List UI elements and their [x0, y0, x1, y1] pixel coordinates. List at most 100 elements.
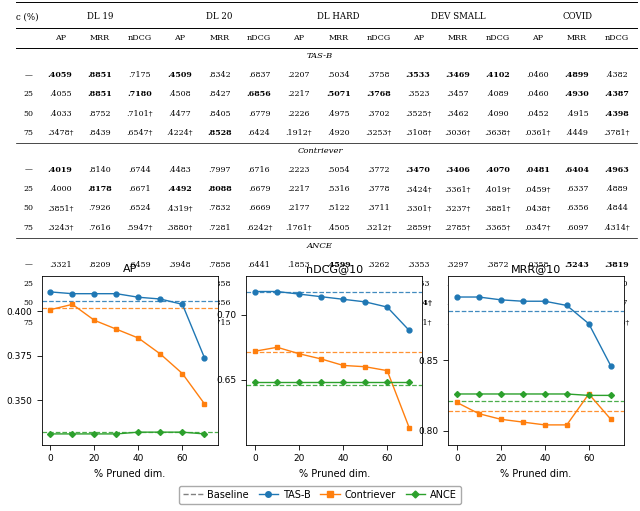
Text: .5054: .5054 [327, 166, 350, 174]
Text: .4033: .4033 [49, 109, 72, 118]
Text: .5947†: .5947† [127, 224, 153, 232]
TAS-B [519, 298, 527, 305]
ANCE [475, 391, 483, 397]
TAS-B [405, 328, 413, 334]
TAS-B [563, 303, 571, 309]
Text: .3772: .3772 [367, 166, 390, 174]
Text: .6441: .6441 [248, 261, 271, 268]
Text: nDCG: nDCG [605, 34, 629, 42]
TAS-B [453, 294, 461, 300]
Text: .6779: .6779 [248, 109, 270, 118]
Title: MRR@10: MRR@10 [511, 264, 561, 274]
Contriever [339, 362, 347, 368]
Text: .2217: .2217 [287, 185, 310, 193]
Text: .7997: .7997 [208, 166, 230, 174]
Text: .3297: .3297 [447, 261, 469, 268]
Contriever [453, 400, 461, 406]
ANCE [497, 391, 505, 397]
Text: .8528: .8528 [207, 129, 232, 137]
Text: .4224†: .4224† [166, 129, 193, 137]
Text: .1912†: .1912† [285, 129, 312, 137]
Text: .6097: .6097 [566, 224, 588, 232]
Text: .7616: .7616 [89, 224, 111, 232]
Contriever [519, 419, 527, 425]
Text: 50: 50 [23, 299, 33, 307]
Text: .3335: .3335 [48, 299, 72, 307]
X-axis label: % Pruned dim.: % Pruned dim. [500, 469, 572, 479]
Text: .0460: .0460 [526, 71, 548, 79]
Text: .4398: .4398 [605, 109, 629, 118]
Contriever [252, 348, 259, 354]
Text: .3406: .3406 [445, 166, 470, 174]
Text: .3523: .3523 [407, 90, 429, 98]
Text: .8439: .8439 [89, 129, 111, 137]
ANCE [607, 392, 614, 399]
Text: .0459†: .0459† [524, 185, 550, 193]
Text: .3922: .3922 [168, 319, 191, 327]
Text: .4509: .4509 [167, 71, 192, 79]
Text: .4387: .4387 [604, 90, 629, 98]
Text: .4319†: .4319† [166, 204, 193, 213]
Text: .3260: .3260 [367, 299, 390, 307]
Text: .6524: .6524 [129, 204, 151, 213]
Contriever [273, 344, 281, 351]
Text: .3262: .3262 [367, 261, 390, 268]
TAS-B [47, 289, 54, 295]
ANCE [91, 431, 99, 437]
Text: MRR: MRR [209, 34, 229, 42]
Text: .5133: .5133 [564, 280, 589, 288]
Text: nDCG: nDCG [247, 34, 271, 42]
Text: .4599: .4599 [326, 261, 351, 268]
TAS-B [200, 355, 208, 361]
Text: .6442: .6442 [248, 299, 271, 307]
Text: .3673†: .3673† [604, 319, 630, 327]
Text: .2785†: .2785† [445, 224, 471, 232]
Text: .3781†: .3781† [604, 129, 630, 137]
Text: .4483: .4483 [168, 166, 191, 174]
Text: .3298: .3298 [447, 299, 469, 307]
Text: .5034: .5034 [327, 71, 350, 79]
Contriever [362, 364, 369, 370]
Text: DL 20: DL 20 [206, 12, 232, 21]
Text: .4508: .4508 [168, 90, 191, 98]
TAS-B [317, 294, 325, 300]
Contriever [179, 370, 186, 377]
ANCE [134, 429, 142, 435]
Text: .3365†: .3365† [484, 224, 511, 232]
Text: 75: 75 [23, 319, 33, 327]
Text: DL HARD: DL HARD [317, 12, 360, 21]
Contriever [405, 425, 413, 431]
Text: COVID: COVID [562, 12, 592, 21]
TAS-B [585, 321, 593, 327]
Line: Contriever: Contriever [454, 391, 613, 427]
Text: .3361†: .3361† [445, 185, 471, 193]
Text: .3281: .3281 [49, 319, 72, 327]
Text: .3800: .3800 [605, 280, 628, 288]
ANCE [113, 431, 120, 437]
Text: AP: AP [413, 34, 424, 42]
Text: .4089: .4089 [486, 90, 509, 98]
Text: .3711: .3711 [367, 204, 390, 213]
Text: .6669: .6669 [248, 204, 270, 213]
Line: ANCE: ANCE [48, 430, 207, 436]
Text: .3353: .3353 [407, 280, 429, 288]
Text: .3851†: .3851† [47, 204, 74, 213]
Text: .5122: .5122 [327, 204, 350, 213]
Text: .1819: .1819 [287, 319, 310, 327]
Contriever [497, 416, 505, 422]
TAS-B [475, 294, 483, 300]
X-axis label: % Pruned dim.: % Pruned dim. [299, 469, 370, 479]
Text: .8209: .8209 [89, 261, 111, 268]
Text: .4930: .4930 [564, 90, 589, 98]
Text: 25: 25 [23, 280, 33, 288]
ANCE [157, 429, 164, 435]
Line: Contriever: Contriever [48, 302, 207, 406]
TAS-B [296, 291, 303, 297]
Text: .4975: .4975 [327, 109, 350, 118]
Text: .7715: .7715 [208, 319, 230, 327]
TAS-B [273, 288, 281, 294]
Text: .0347†: .0347† [524, 224, 550, 232]
ANCE [453, 391, 461, 397]
Text: .6744: .6744 [129, 166, 151, 174]
Text: .7180: .7180 [127, 90, 152, 98]
